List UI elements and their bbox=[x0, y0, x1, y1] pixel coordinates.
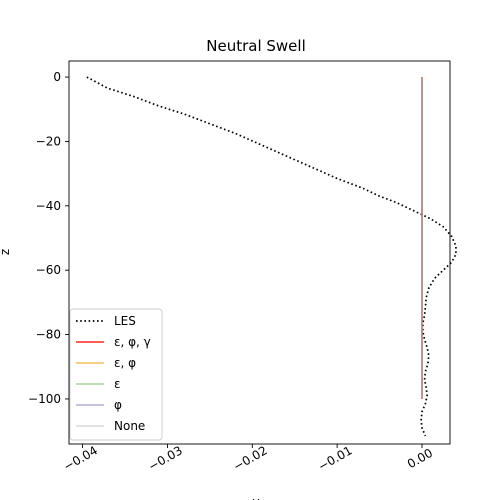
x-tick-label: −0.01 bbox=[316, 443, 355, 474]
y-axis: 0 −20 −40 −60 −80 −100 bbox=[28, 70, 69, 406]
legend-label-series: ε, φ bbox=[114, 356, 136, 370]
y-tick-label: −40 bbox=[36, 199, 61, 213]
x-tick-label: 0.00 bbox=[405, 446, 435, 471]
y-axis-label: z bbox=[0, 249, 12, 255]
legend-label-les: LES bbox=[114, 314, 136, 328]
legend-label-series: φ bbox=[114, 398, 122, 412]
x-axis: −0.04 −0.03 −0.02 −0.01 0.00 bbox=[61, 443, 435, 474]
legend-label-series: ε, φ, γ bbox=[114, 335, 151, 349]
axes-frame bbox=[68, 60, 451, 445]
legend: LES ε, φ, γ ε, φ εφ None bbox=[69, 308, 163, 441]
y-tick-label: −100 bbox=[28, 392, 61, 406]
y-tick-label: −60 bbox=[36, 263, 61, 277]
plot-lines bbox=[86, 76, 457, 437]
y-tick-label: −80 bbox=[36, 328, 61, 342]
series-line-les bbox=[86, 76, 457, 437]
legend-label-none: None bbox=[114, 419, 145, 433]
chart-title: Neutral Swell bbox=[206, 37, 306, 55]
x-tick-label: −0.02 bbox=[231, 443, 270, 474]
y-tick-label: 0 bbox=[53, 70, 61, 84]
x-tick-label: −0.04 bbox=[61, 443, 100, 474]
legend-label-series: ε bbox=[114, 377, 121, 391]
x-axis-label: y bbox=[252, 495, 259, 500]
y-tick-label: −20 bbox=[36, 134, 61, 148]
x-tick-label: −0.03 bbox=[146, 443, 185, 474]
